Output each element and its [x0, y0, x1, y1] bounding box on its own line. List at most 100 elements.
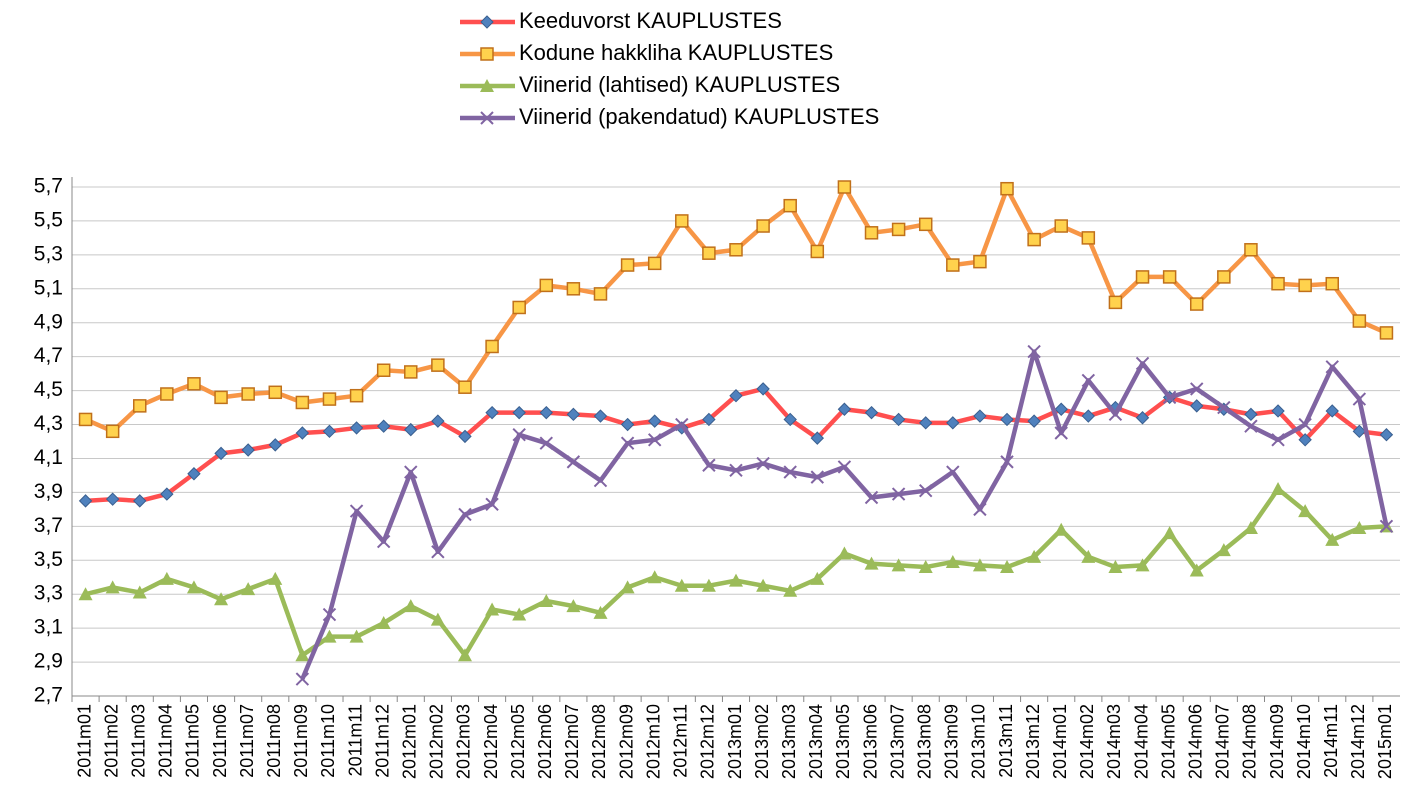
marker	[972, 558, 987, 572]
marker	[945, 554, 960, 568]
marker	[1217, 400, 1231, 415]
marker	[1298, 417, 1312, 432]
marker	[404, 465, 418, 479]
y-tick-label: 3,7	[34, 514, 63, 537]
marker	[268, 385, 283, 400]
marker	[973, 502, 987, 517]
marker	[349, 421, 364, 435]
x-tick-label: 2011m02	[101, 704, 121, 778]
marker	[512, 607, 527, 621]
marker	[404, 365, 418, 379]
x-tick-label: 2012m10	[643, 704, 663, 779]
y-tick-label: 4,3	[34, 412, 63, 435]
marker	[539, 405, 553, 420]
x-tick-label: 2014m12	[1348, 704, 1368, 779]
marker	[973, 409, 987, 423]
marker	[539, 593, 554, 607]
marker	[480, 47, 494, 61]
marker	[214, 592, 229, 606]
marker	[675, 417, 689, 432]
marker	[1298, 278, 1312, 293]
marker	[132, 585, 147, 599]
marker	[1244, 419, 1258, 433]
marker	[810, 431, 825, 445]
marker	[1081, 231, 1096, 245]
series-line	[85, 486, 1387, 658]
marker	[1271, 404, 1285, 418]
marker	[133, 399, 147, 413]
y-tick-label: 4,9	[34, 310, 63, 333]
x-tick-label: 2013m05	[833, 704, 853, 779]
marker	[1189, 563, 1204, 577]
marker	[512, 300, 526, 315]
x-tick-label: 2014m10	[1294, 704, 1314, 779]
marker	[186, 580, 201, 594]
x-tick-label: 2011m11	[345, 704, 365, 776]
marker	[620, 417, 635, 432]
marker	[480, 111, 494, 125]
marker	[891, 487, 906, 501]
marker	[918, 217, 933, 232]
marker	[702, 246, 716, 260]
marker	[620, 580, 635, 594]
y-tick-label: 5,5	[34, 208, 63, 231]
marker	[919, 416, 933, 430]
marker	[837, 180, 852, 194]
y-tick-label: 4,7	[34, 344, 63, 367]
marker	[837, 546, 852, 560]
marker	[485, 497, 499, 511]
x-tick-label: 2012m03	[454, 704, 474, 779]
marker	[566, 282, 581, 296]
marker	[1027, 414, 1041, 428]
y-tick-label: 3,1	[34, 616, 63, 639]
marker	[1190, 382, 1204, 396]
x-tick-label: 2011m01	[74, 704, 94, 778]
x-tick-label: 2012m08	[589, 704, 609, 779]
x-tick-label: 2013m12	[1023, 704, 1043, 779]
marker	[78, 494, 93, 508]
marker	[512, 405, 526, 420]
marker	[1135, 270, 1150, 284]
marker	[295, 395, 310, 410]
marker	[918, 560, 933, 574]
marker	[1000, 560, 1015, 574]
x-tick-label: 2012m04	[481, 704, 501, 779]
marker	[1108, 295, 1123, 310]
x-tick-label: 2014m04	[1131, 704, 1151, 779]
marker	[1108, 560, 1123, 574]
y-tick-label: 5,7	[34, 175, 63, 198]
marker	[431, 545, 445, 559]
marker	[539, 436, 553, 450]
x-tick-label: 2014m03	[1104, 704, 1124, 779]
marker	[1325, 276, 1339, 291]
x-tick-label: 2013m10	[969, 704, 989, 779]
marker	[133, 494, 147, 508]
marker	[376, 419, 391, 433]
marker	[783, 465, 797, 479]
marker	[187, 377, 201, 391]
marker	[376, 534, 391, 549]
y-tick-label: 4,1	[34, 446, 63, 469]
marker	[1027, 549, 1042, 563]
marker	[268, 571, 283, 585]
marker	[702, 458, 716, 472]
marker	[1135, 558, 1150, 572]
marker	[756, 382, 770, 396]
marker	[1325, 532, 1340, 546]
x-tick-label: 2013m07	[887, 704, 907, 779]
marker	[322, 424, 337, 439]
marker	[1162, 270, 1177, 284]
marker	[539, 278, 554, 293]
marker	[756, 578, 771, 592]
marker	[376, 363, 391, 377]
marker	[349, 388, 364, 403]
marker	[946, 258, 960, 272]
marker	[729, 463, 743, 478]
x-tick-label: 2012m05	[508, 704, 528, 779]
marker	[1135, 411, 1150, 425]
x-tick-label: 2011m06	[210, 704, 230, 778]
marker	[512, 428, 526, 442]
marker	[480, 79, 494, 92]
y-tick-label: 3,9	[34, 480, 63, 503]
marker	[864, 556, 879, 570]
